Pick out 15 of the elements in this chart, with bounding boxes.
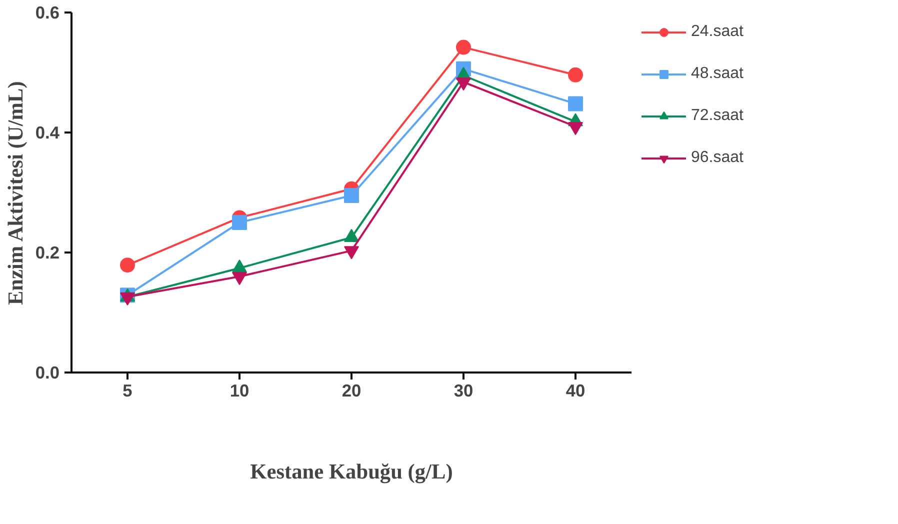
y-axis-title: Enzim Aktivitesi (U/mL): [3, 81, 28, 306]
x-tick-label: 20: [342, 380, 362, 400]
y-tick-label: 0.2: [35, 242, 60, 262]
x-tick-label: 40: [566, 380, 586, 400]
y-tick-label: 0.6: [35, 2, 60, 22]
y-tick-label: 0.0: [35, 362, 60, 382]
legend-label: 48.saat: [691, 65, 744, 83]
x-tick-label: 30: [454, 380, 474, 400]
x-axis-title: Kestane Kabuğu (g/L): [250, 460, 453, 484]
legend-label: 24.saat: [691, 23, 744, 41]
legend-label: 96.saat: [691, 149, 744, 167]
legend-label: 72.saat: [691, 107, 744, 125]
x-tick-label: 10: [230, 380, 250, 400]
y-tick-label: 0.4: [35, 122, 60, 142]
x-tick-label: 5: [122, 380, 133, 400]
